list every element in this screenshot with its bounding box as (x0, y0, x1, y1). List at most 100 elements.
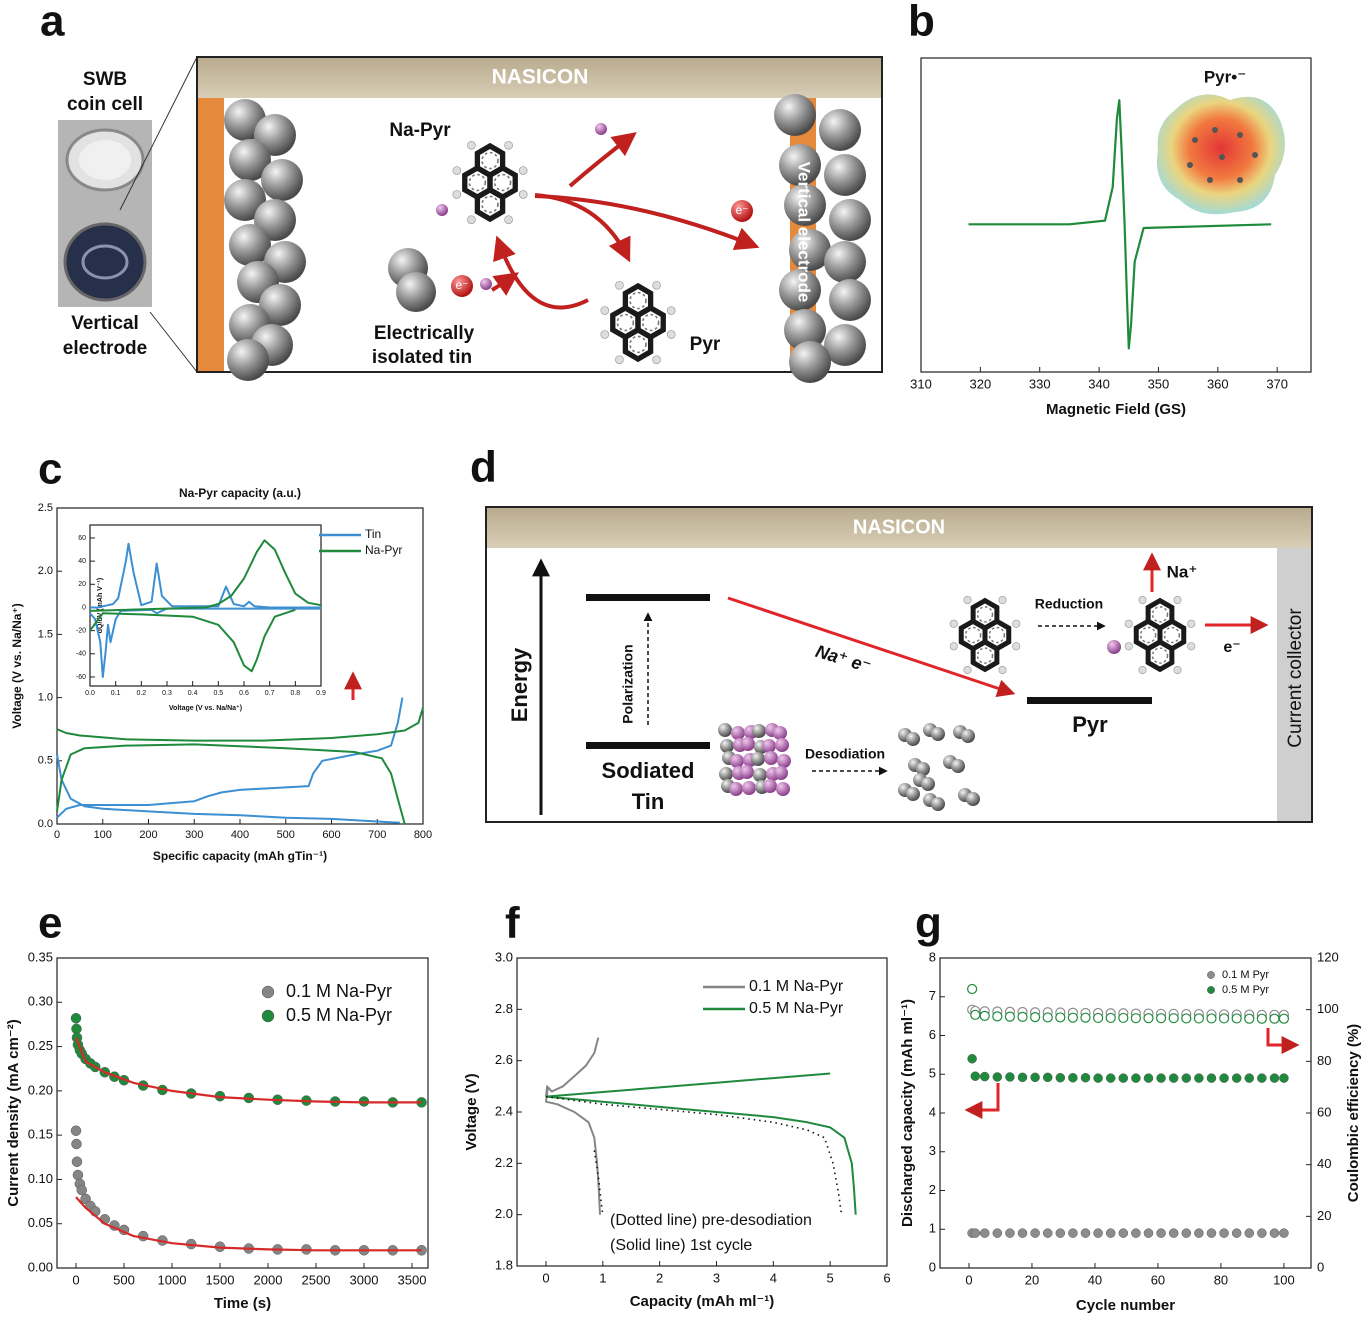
point (1080, 1072, 1091, 1083)
x-tick-label: 0.5 (213, 690, 223, 697)
tin-sphere (774, 94, 816, 136)
y-tick-label: -20 (76, 627, 86, 634)
level (586, 594, 710, 601)
tin-sphere (779, 144, 821, 186)
x-tick-label: 4 (770, 1270, 777, 1285)
point (1279, 1073, 1289, 1083)
tin-sphere (824, 324, 866, 366)
label: Pyr (690, 334, 721, 355)
atom (762, 739, 776, 753)
x-tick-label: 0.9 (316, 690, 326, 697)
chart: 0 20 40 60 80 100012345678020406080100120Cycl… (899, 949, 1362, 1314)
x-tick-label: 5 (827, 1270, 834, 1285)
y-tick-label: 0.15 (28, 1127, 53, 1142)
label: Na-Pyr (389, 120, 451, 141)
plot-frame (89, 524, 322, 687)
point (1118, 1012, 1129, 1024)
atom (776, 782, 790, 796)
point (992, 1228, 1003, 1238)
point (1042, 1228, 1053, 1238)
y-tick-label: 2.5 (38, 502, 53, 514)
y-tick-label: 2.0 (38, 565, 53, 577)
atom (740, 765, 754, 779)
point (1155, 1013, 1167, 1024)
atom (751, 752, 765, 766)
tin-sphere (916, 762, 930, 776)
tin-sphere (906, 787, 920, 801)
atom (777, 754, 791, 768)
arrow (490, 272, 519, 296)
point (1181, 1013, 1192, 1024)
point (979, 1071, 990, 1082)
atom (731, 726, 745, 740)
atom (1237, 132, 1243, 138)
x-tick-label: 800 (414, 829, 432, 841)
nasicon-bar (487, 508, 1311, 548)
x-tick-label: 0.4 (188, 690, 198, 697)
plot-frame (56, 957, 429, 1269)
frame (196, 56, 883, 373)
top-axis-label: Na-Pyr capacity (a.u.) (179, 486, 301, 500)
x-tick-label: 500 (113, 1272, 135, 1287)
legend-label: 0.5 M Na-Pyr (286, 1005, 392, 1025)
x-tick-label: 0 (542, 1270, 549, 1285)
tin-sphere (951, 759, 965, 773)
label: Pyr (1072, 712, 1108, 737)
x-tick-label: 0 (72, 1272, 79, 1287)
x-tick-label: 0 (54, 829, 60, 841)
atom (741, 737, 755, 751)
label: Tin (632, 789, 665, 814)
x-tick-label: 2000 (254, 1272, 283, 1287)
label: Energy (507, 647, 532, 722)
point (1256, 1013, 1267, 1024)
tin-spheres (224, 94, 871, 383)
sodium (595, 123, 607, 135)
electrode-photo (63, 222, 147, 302)
point (1017, 1011, 1028, 1023)
point (1093, 1228, 1103, 1238)
y-tick-label: 20 (78, 581, 86, 588)
point (70, 1012, 82, 1024)
point (1080, 1012, 1091, 1023)
point (1042, 1012, 1053, 1023)
y-tick-label: 2.8 (495, 1001, 513, 1016)
x-tick-label: 3 (713, 1270, 720, 1285)
y-tick-label: 2.2 (495, 1155, 513, 1170)
y-axis-label: dQ/dV (mAh V⁻¹) (97, 578, 104, 633)
fit-line (74, 1037, 422, 1104)
point (1004, 1011, 1016, 1022)
diagram-a: SWB coin cell Vertical electrode NASICON… (58, 56, 883, 383)
point (1105, 1073, 1116, 1083)
y-tick-label: 60 (78, 535, 86, 542)
series-line (545, 1072, 857, 1215)
label: e⁻ (735, 203, 748, 217)
y-axis-label: Voltage (V) (463, 1073, 480, 1150)
tin-sphere (789, 229, 831, 271)
point (1017, 1072, 1028, 1083)
legend-label: 0.5 M Na-Pyr (749, 1000, 844, 1017)
x-tick-label: 0.2 (136, 690, 146, 697)
point (1030, 1228, 1040, 1238)
y-tick-label: 0.00 (28, 1259, 53, 1274)
label: Electrically (374, 323, 475, 344)
tin-sphere (261, 159, 303, 201)
x-tick-label: 6 (883, 1270, 890, 1285)
label: Polarization (620, 644, 636, 723)
y-tick-label: -40 (76, 651, 86, 658)
tin-sphere (824, 154, 866, 196)
y-tick-label: 7 (929, 988, 936, 1003)
y2-axis-label: Coulombic efficiency (%) (1345, 1024, 1362, 1202)
label: Vertical (71, 313, 139, 334)
y-tick-label: 8 (929, 949, 936, 964)
x-tick-label: 0.3 (162, 690, 172, 697)
x-tick-label: 300 (185, 829, 203, 841)
y-tick-label: 2.0 (495, 1206, 513, 1221)
point (72, 1169, 84, 1181)
y2-tick-label: 60 (1317, 1104, 1331, 1119)
point (1017, 1228, 1028, 1238)
atom (753, 768, 767, 782)
point (1231, 1013, 1242, 1024)
tin-sphere (829, 279, 871, 321)
tin-sphere (396, 272, 436, 312)
tin-sphere (784, 184, 826, 226)
